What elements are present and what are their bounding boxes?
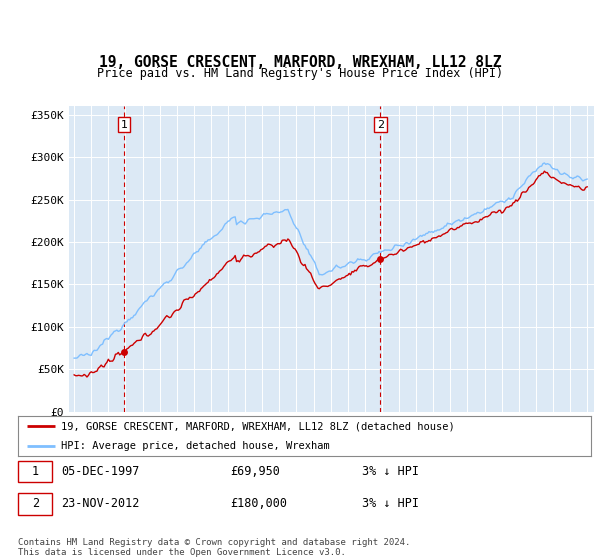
Text: 05-DEC-1997: 05-DEC-1997 [61,465,139,478]
Text: 3% ↓ HPI: 3% ↓ HPI [362,497,419,510]
Text: £69,950: £69,950 [230,465,280,478]
Text: 1: 1 [32,465,39,478]
Text: £180,000: £180,000 [230,497,287,510]
Text: 19, GORSE CRESCENT, MARFORD, WREXHAM, LL12 8LZ (detached house): 19, GORSE CRESCENT, MARFORD, WREXHAM, LL… [61,421,455,431]
FancyBboxPatch shape [18,461,52,482]
Text: 2: 2 [32,497,39,510]
Text: 23-NOV-2012: 23-NOV-2012 [61,497,139,510]
FancyBboxPatch shape [18,493,52,515]
Text: 2: 2 [377,120,384,130]
Text: Price paid vs. HM Land Registry's House Price Index (HPI): Price paid vs. HM Land Registry's House … [97,67,503,80]
Text: 19, GORSE CRESCENT, MARFORD, WREXHAM, LL12 8LZ: 19, GORSE CRESCENT, MARFORD, WREXHAM, LL… [99,55,501,70]
Text: Contains HM Land Registry data © Crown copyright and database right 2024.
This d: Contains HM Land Registry data © Crown c… [18,538,410,557]
Text: HPI: Average price, detached house, Wrexham: HPI: Average price, detached house, Wrex… [61,441,330,451]
Text: 3% ↓ HPI: 3% ↓ HPI [362,465,419,478]
Text: 1: 1 [121,120,128,130]
